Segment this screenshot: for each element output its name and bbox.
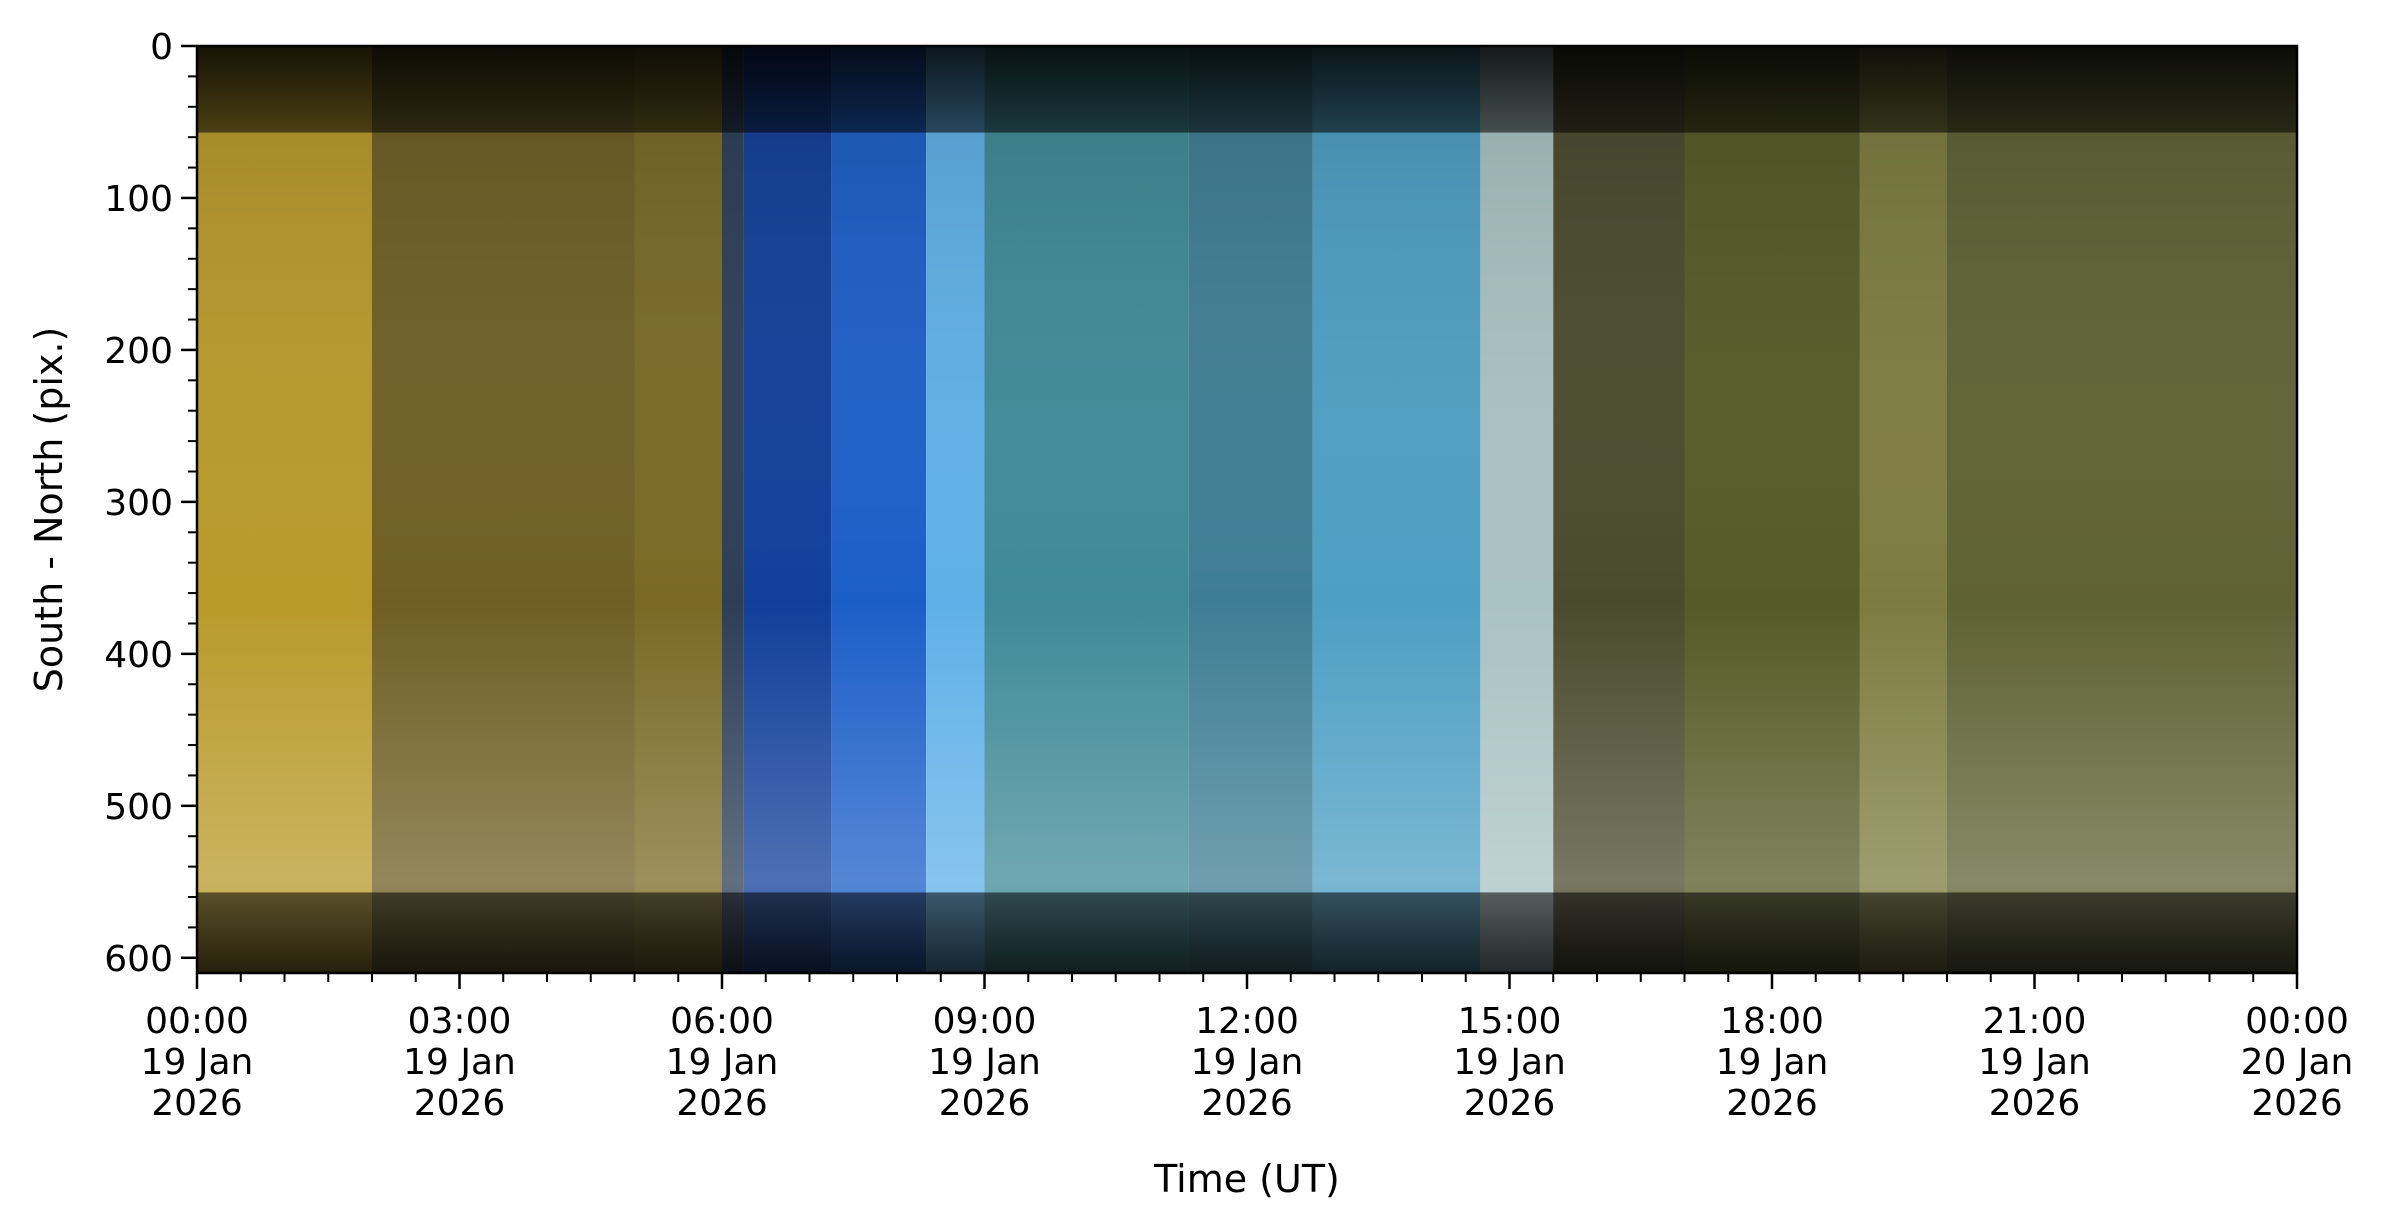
- y-tick-label: 500: [104, 787, 173, 828]
- keogram-overlay: [197, 46, 2297, 973]
- x-tick-label: 19 Jan: [666, 1042, 779, 1083]
- x-tick-label: 06:00: [670, 1001, 774, 1042]
- x-tick-label: 12:00: [1195, 1001, 1299, 1042]
- x-tick-label: 2026: [939, 1083, 1031, 1124]
- y-tick-label: 600: [104, 939, 173, 980]
- x-tick-label: 2026: [414, 1083, 506, 1124]
- x-tick-label: 00:00: [2245, 1001, 2349, 1042]
- y-tick-label: 200: [104, 331, 173, 372]
- x-tick-label: 2026: [2251, 1083, 2343, 1124]
- x-tick-label: 15:00: [1458, 1001, 1562, 1042]
- x-tick-label: 00:00: [145, 1001, 249, 1042]
- x-tick-label: 03:00: [408, 1001, 512, 1042]
- top-dark-strip: [197, 46, 2297, 133]
- x-tick-label: 19 Jan: [1978, 1042, 2091, 1083]
- x-tick-label: 19 Jan: [1191, 1042, 1304, 1083]
- x-tick-label: 21:00: [1983, 1001, 2087, 1042]
- x-tick-label: 2026: [1989, 1083, 2081, 1124]
- x-tick-label: 2026: [1726, 1083, 1818, 1124]
- x-tick-label: 19 Jan: [1453, 1042, 1566, 1083]
- y-tick-label: 0: [150, 27, 173, 68]
- bottom-dark-strip: [197, 892, 2297, 973]
- y-tick-label: 400: [104, 635, 173, 676]
- x-tick-label: 2026: [151, 1083, 243, 1124]
- x-tick-label: 09:00: [933, 1001, 1037, 1042]
- x-tick-label: 20 Jan: [2241, 1042, 2354, 1083]
- x-tick-label: 2026: [1201, 1083, 1293, 1124]
- y-tick-label: 300: [104, 483, 173, 524]
- x-tick-label: 19 Jan: [141, 1042, 254, 1083]
- y-tick-label: 100: [104, 179, 173, 220]
- vertical-shading: [197, 46, 2297, 973]
- x-tick-label: 18:00: [1720, 1001, 1824, 1042]
- x-tick-label: 19 Jan: [403, 1042, 516, 1083]
- y-axis: 0 100 200 300 400 500 600: [104, 27, 197, 980]
- x-axis-label: Time (UT): [1153, 1157, 1340, 1201]
- x-tick-label: 2026: [1464, 1083, 1556, 1124]
- x-tick-label: 19 Jan: [928, 1042, 1041, 1083]
- y-axis-label: South - North (pix.): [27, 327, 71, 693]
- x-tick-label: 2026: [676, 1083, 768, 1124]
- x-tick-label: 19 Jan: [1716, 1042, 1829, 1083]
